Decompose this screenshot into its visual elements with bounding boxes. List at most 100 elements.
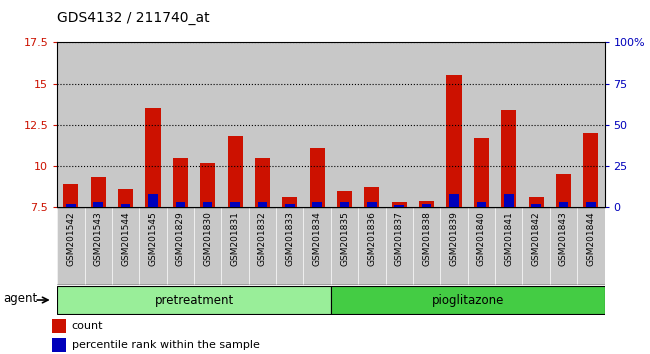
- Bar: [227, 136, 242, 207]
- Bar: [139, 207, 166, 285]
- Bar: [440, 207, 467, 285]
- Bar: [304, 42, 331, 207]
- Text: GSM201834: GSM201834: [313, 211, 322, 266]
- Text: pioglitazone: pioglitazone: [432, 293, 504, 307]
- Bar: [365, 187, 380, 207]
- Text: GDS4132 / 211740_at: GDS4132 / 211740_at: [57, 11, 210, 25]
- Bar: [528, 197, 543, 207]
- Bar: [501, 110, 516, 207]
- Bar: [94, 202, 103, 207]
- Bar: [577, 42, 605, 207]
- Bar: [440, 42, 467, 207]
- Bar: [249, 42, 276, 207]
- Bar: [395, 205, 404, 207]
- Bar: [413, 42, 440, 207]
- Bar: [392, 202, 407, 207]
- Text: GSM201844: GSM201844: [586, 211, 595, 266]
- Bar: [194, 42, 222, 207]
- Bar: [331, 207, 358, 285]
- Bar: [304, 207, 331, 285]
- Bar: [57, 42, 84, 207]
- Bar: [63, 184, 79, 207]
- Bar: [230, 202, 240, 207]
- Text: GSM201543: GSM201543: [94, 211, 103, 266]
- Bar: [200, 162, 215, 207]
- Text: agent: agent: [3, 292, 37, 305]
- Bar: [52, 338, 66, 352]
- Bar: [413, 207, 440, 285]
- Bar: [84, 207, 112, 285]
- Bar: [139, 42, 166, 207]
- Bar: [255, 158, 270, 207]
- Bar: [66, 204, 75, 207]
- Text: GSM201839: GSM201839: [450, 211, 458, 266]
- Bar: [118, 189, 133, 207]
- Bar: [176, 202, 185, 207]
- Bar: [550, 42, 577, 207]
- Bar: [531, 204, 541, 207]
- Bar: [112, 207, 139, 285]
- Bar: [495, 42, 523, 207]
- Bar: [57, 207, 84, 285]
- Bar: [367, 202, 377, 207]
- Bar: [121, 204, 131, 207]
- Bar: [57, 286, 331, 314]
- Bar: [313, 202, 322, 207]
- Bar: [340, 202, 349, 207]
- Text: GSM201829: GSM201829: [176, 211, 185, 266]
- Text: GSM201833: GSM201833: [285, 211, 294, 266]
- Bar: [449, 194, 459, 207]
- Bar: [556, 174, 571, 207]
- Text: GSM201835: GSM201835: [340, 211, 349, 266]
- Bar: [112, 42, 139, 207]
- Text: GSM201831: GSM201831: [231, 211, 240, 266]
- Bar: [146, 108, 161, 207]
- Bar: [358, 42, 385, 207]
- Bar: [495, 207, 523, 285]
- Bar: [467, 207, 495, 285]
- Bar: [385, 207, 413, 285]
- Bar: [467, 42, 495, 207]
- Text: GSM201841: GSM201841: [504, 211, 514, 266]
- Text: pretreatment: pretreatment: [155, 293, 233, 307]
- Bar: [385, 42, 413, 207]
- Bar: [257, 202, 267, 207]
- Text: GSM201545: GSM201545: [148, 211, 157, 266]
- Bar: [331, 286, 604, 314]
- Bar: [331, 42, 358, 207]
- Text: GSM201837: GSM201837: [395, 211, 404, 266]
- Bar: [282, 197, 297, 207]
- Bar: [309, 148, 325, 207]
- Text: GSM201843: GSM201843: [559, 211, 568, 266]
- Bar: [276, 42, 304, 207]
- Bar: [222, 207, 249, 285]
- Bar: [577, 207, 605, 285]
- Bar: [476, 202, 486, 207]
- Bar: [583, 133, 599, 207]
- Bar: [447, 75, 461, 207]
- Bar: [586, 202, 595, 207]
- Bar: [166, 42, 194, 207]
- Text: GSM201830: GSM201830: [203, 211, 212, 266]
- Bar: [91, 177, 106, 207]
- Bar: [194, 207, 222, 285]
- Text: percentile rank within the sample: percentile rank within the sample: [72, 341, 259, 350]
- Bar: [222, 42, 249, 207]
- Bar: [504, 194, 514, 207]
- Bar: [285, 204, 294, 207]
- Text: GSM201840: GSM201840: [477, 211, 486, 266]
- Bar: [422, 204, 432, 207]
- Bar: [474, 138, 489, 207]
- Text: count: count: [72, 321, 103, 331]
- Bar: [419, 200, 434, 207]
- Bar: [337, 190, 352, 207]
- Bar: [148, 194, 158, 207]
- Text: GSM201838: GSM201838: [422, 211, 431, 266]
- Text: GSM201542: GSM201542: [66, 211, 75, 266]
- Text: GSM201832: GSM201832: [258, 211, 267, 266]
- Bar: [84, 42, 112, 207]
- Text: GSM201836: GSM201836: [367, 211, 376, 266]
- Bar: [249, 207, 276, 285]
- Bar: [276, 207, 304, 285]
- Bar: [558, 202, 568, 207]
